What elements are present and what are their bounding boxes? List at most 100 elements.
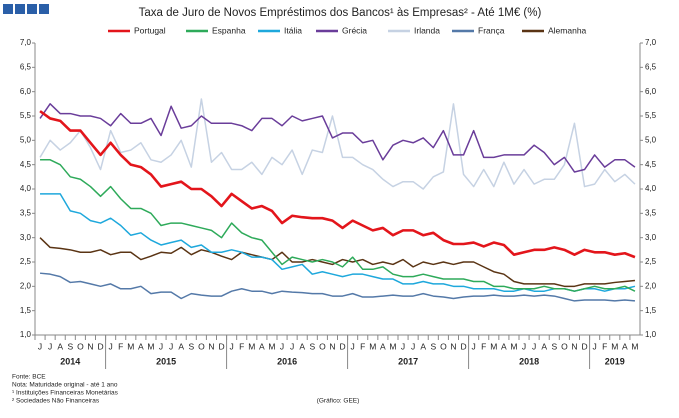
x-tick-label: F — [481, 341, 486, 351]
legend-label: Grécia — [342, 25, 367, 35]
y2-tick-label: 3,5 — [645, 208, 657, 217]
y2-tick-label: 3,0 — [645, 233, 657, 242]
y-tick-label: 5,0 — [20, 135, 32, 144]
x-tick-label: J — [290, 341, 294, 351]
y2-tick-label: 6,5 — [645, 62, 657, 71]
x-tick-label: A — [299, 341, 305, 351]
y2-tick-label: 7,0 — [645, 38, 657, 47]
series-line — [39, 103, 636, 173]
x-tick-label: N — [329, 341, 335, 351]
x-tick-label: N — [208, 341, 214, 351]
x-tick-label: M — [127, 341, 134, 351]
y2-tick-label: 1,5 — [645, 306, 657, 315]
x-tick-label: N — [87, 341, 93, 351]
legend-label: Alemanha — [548, 25, 587, 35]
y2-tick-label: 6,0 — [645, 87, 657, 96]
x-tick-label: J — [351, 341, 355, 351]
x-tick-label: M — [389, 341, 396, 351]
x-tick-label: J — [280, 341, 284, 351]
x-tick-label: O — [198, 341, 205, 351]
series-line — [39, 98, 636, 190]
x-tick-label: J — [472, 341, 476, 351]
y2-tick-label: 2,5 — [645, 257, 657, 266]
x-tick-label: S — [67, 341, 73, 351]
x-tick-label: M — [510, 341, 517, 351]
x-tick-label: F — [360, 341, 365, 351]
y2-tick-label: 5,0 — [645, 135, 657, 144]
logo — [3, 4, 49, 14]
x-tick-label: J — [593, 341, 597, 351]
y-tick-label: 6,5 — [20, 62, 32, 71]
x-tick-label: J — [411, 341, 415, 351]
x-tick-label: D — [218, 341, 224, 351]
y2-tick-label: 4,0 — [645, 184, 657, 193]
x-tick-label: O — [77, 341, 84, 351]
source: Fonte: BCE — [12, 374, 46, 381]
x-tick-label: J — [38, 341, 42, 351]
credit: (Gráfico: GEE) — [317, 398, 360, 405]
x-tick-label: F — [239, 341, 244, 351]
x-tick-label: M — [490, 341, 497, 351]
x-tick-label: A — [259, 341, 265, 351]
y2-tick-label: 1,0 — [645, 330, 657, 339]
year-label: 2018 — [519, 356, 539, 366]
year-label: 2016 — [277, 356, 297, 366]
series-line — [40, 159, 636, 292]
x-tick-label: M — [248, 341, 255, 351]
x-tick-label: M — [631, 341, 638, 351]
x-tick-label: F — [118, 341, 123, 351]
x-tick-label: A — [501, 341, 507, 351]
x-tick-label: A — [622, 341, 628, 351]
legend-label: Portugal — [134, 25, 166, 35]
x-tick-label: J — [48, 341, 52, 351]
y2-tick-label: 2,0 — [645, 281, 657, 290]
x-tick-label: D — [460, 341, 466, 351]
x-tick-label: J — [159, 341, 163, 351]
x-tick-label: J — [522, 341, 526, 351]
x-tick-label: M — [369, 341, 376, 351]
x-tick-label: M — [611, 341, 618, 351]
x-tick-label: S — [551, 341, 557, 351]
series-line — [39, 272, 636, 302]
x-tick-label: A — [380, 341, 386, 351]
note: ² Sociedades Não Financeiras — [12, 398, 100, 405]
year-label: 2015 — [156, 356, 176, 366]
x-tick-label: A — [138, 341, 144, 351]
legend-label: Itália — [284, 25, 302, 35]
x-tick-label: N — [450, 341, 456, 351]
x-tick-label: D — [581, 341, 587, 351]
x-tick-label: J — [230, 341, 234, 351]
y-tick-label: 4,5 — [20, 160, 32, 169]
series-line — [40, 193, 636, 292]
chart-title: Taxa de Juro de Novos Empréstimos dos Ba… — [139, 7, 542, 19]
y-tick-label: 3,0 — [20, 233, 32, 242]
x-tick-label: J — [532, 341, 536, 351]
x-tick-label: A — [57, 341, 63, 351]
year-label: 2017 — [398, 356, 418, 366]
y-tick-label: 1,5 — [20, 306, 32, 315]
note: ¹ Instituições Financeiras Monetárias — [12, 390, 119, 397]
x-tick-label: S — [430, 341, 436, 351]
x-tick-label: N — [571, 341, 577, 351]
y-tick-label: 3,5 — [20, 208, 32, 217]
y2-tick-label: 4,5 — [645, 160, 657, 169]
y-tick-label: 2,5 — [20, 257, 32, 266]
series-line — [39, 237, 636, 288]
x-tick-label: O — [561, 341, 568, 351]
x-tick-label: S — [309, 341, 315, 351]
x-tick-label: A — [420, 341, 426, 351]
x-tick-label: J — [169, 341, 173, 351]
x-tick-label: S — [188, 341, 194, 351]
y-tick-label: 7,0 — [20, 38, 32, 47]
x-tick-label: J — [109, 341, 113, 351]
x-tick-label: M — [147, 341, 154, 351]
x-tick-label: A — [541, 341, 547, 351]
x-tick-label: J — [401, 341, 405, 351]
note: Nota: Maturidade original - até 1 ano — [12, 382, 118, 389]
year-label: 2014 — [60, 356, 80, 366]
legend-label: Irlanda — [414, 25, 440, 35]
x-tick-label: M — [268, 341, 275, 351]
y-tick-label: 1,0 — [20, 330, 32, 339]
legend-label: França — [478, 25, 505, 35]
